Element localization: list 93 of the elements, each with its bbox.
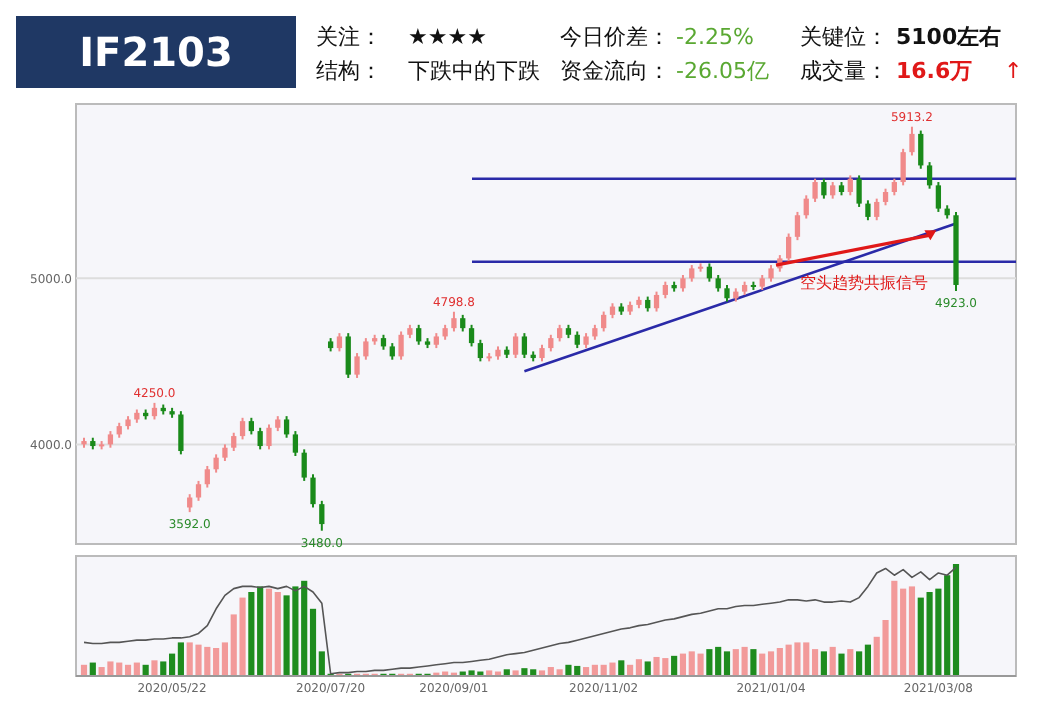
bar [107, 661, 114, 676]
candlestick [336, 332, 343, 353]
bar [679, 653, 687, 676]
candlestick [363, 337, 369, 361]
text: 结构： [316, 58, 382, 84]
bar [160, 661, 167, 676]
bar [847, 649, 854, 676]
text: -2.25% [676, 24, 754, 50]
candlestick [521, 332, 528, 360]
bar [151, 660, 158, 676]
candlestick [900, 147, 906, 187]
bar [565, 664, 572, 676]
bar [750, 649, 757, 676]
candlestick [231, 431, 237, 453]
candlestick [512, 332, 519, 360]
bar [635, 659, 642, 676]
candlestick [345, 332, 351, 379]
bar [195, 644, 202, 676]
chart-title: IF2103 [79, 28, 233, 76]
candlestick [874, 197, 880, 222]
bar [811, 649, 819, 676]
bar [723, 651, 731, 676]
text: 5100左右 [896, 24, 1002, 50]
candlestick [601, 310, 607, 333]
bar [838, 653, 845, 676]
bar [926, 592, 933, 676]
bar [609, 662, 616, 676]
annotation: 空头趋势共振信号 [800, 274, 928, 293]
bar [706, 649, 713, 676]
candlestick [416, 323, 422, 346]
text: 关键位： [800, 24, 888, 50]
bar [292, 586, 299, 676]
candlestick [319, 499, 325, 532]
bar [741, 646, 748, 676]
candlestick [865, 199, 871, 222]
candlestick [213, 453, 219, 474]
bar [248, 592, 255, 676]
bar [697, 653, 704, 676]
text: ↑ [1004, 58, 1023, 84]
candlestick [257, 426, 263, 451]
candlestick [786, 232, 792, 263]
candlestick [239, 416, 246, 441]
bar [908, 586, 916, 676]
bar [468, 670, 475, 676]
bar [177, 642, 184, 676]
text: ★★★★ [408, 24, 488, 50]
bar [671, 655, 678, 676]
candlestick [926, 161, 933, 190]
bar [759, 653, 766, 676]
bar [864, 644, 871, 676]
candlestick [794, 210, 801, 242]
candlestick [398, 330, 404, 361]
candlestick [468, 323, 475, 348]
bar [952, 564, 960, 676]
candlestick [178, 410, 184, 456]
bar [239, 597, 246, 676]
bar [653, 656, 660, 676]
bar [274, 592, 281, 676]
text: 下跌中的下跌 [408, 58, 540, 84]
bar [767, 651, 775, 676]
bar [829, 646, 836, 676]
candlestick [812, 177, 818, 203]
candlestick [266, 423, 272, 451]
candlestick [354, 352, 360, 379]
text: -26.05亿 [676, 58, 769, 84]
bar [794, 642, 801, 676]
candlestick [803, 194, 809, 220]
candlestick [847, 174, 853, 197]
candlestick [821, 177, 827, 200]
candlestick [856, 174, 862, 208]
candlestick [935, 181, 942, 213]
bar [618, 660, 625, 676]
candlestick [909, 125, 915, 157]
candlestick [310, 473, 316, 509]
bar [820, 651, 827, 676]
bar [644, 661, 651, 676]
candlestick [653, 290, 660, 313]
text: 成交量： [800, 58, 888, 84]
candlestick [706, 262, 713, 283]
candlestick [204, 464, 210, 489]
text: 今日价差： [560, 24, 670, 50]
candlestick [283, 415, 290, 439]
bar [265, 588, 273, 676]
candlestick [195, 479, 202, 502]
candlestick [292, 430, 299, 457]
text: 16.6万 [896, 58, 973, 84]
bar [856, 651, 863, 676]
candlestick [451, 310, 457, 333]
candlestick [301, 448, 307, 482]
text: 资金流向： [560, 58, 670, 84]
candlestick [918, 129, 924, 170]
candlestick [477, 338, 483, 363]
text: 关注： [316, 24, 382, 50]
